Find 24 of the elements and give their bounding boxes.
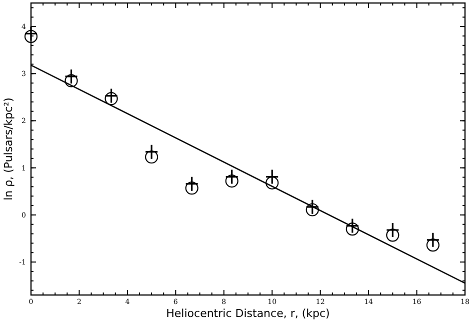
point	[185, 176, 199, 192]
point	[346, 218, 360, 234]
point	[225, 174, 238, 188]
point	[346, 222, 359, 236]
point	[426, 238, 440, 252]
point	[24, 30, 38, 43]
point	[306, 203, 319, 216]
point	[386, 222, 400, 238]
point	[24, 26, 38, 42]
point	[64, 68, 78, 84]
point	[104, 92, 118, 106]
point	[185, 182, 198, 195]
point	[386, 228, 400, 242]
point	[104, 88, 118, 104]
point	[426, 232, 440, 248]
x-axis-title: Heliocentric Distance, r, (kpc)	[166, 307, 330, 320]
point	[144, 144, 158, 160]
point	[265, 168, 279, 185]
point	[64, 74, 78, 88]
point	[225, 168, 239, 185]
y-axis-title: ln ρ, (Pulsars/kpc²)	[2, 98, 15, 200]
point	[145, 150, 158, 164]
point	[306, 199, 320, 215]
point	[266, 176, 279, 190]
